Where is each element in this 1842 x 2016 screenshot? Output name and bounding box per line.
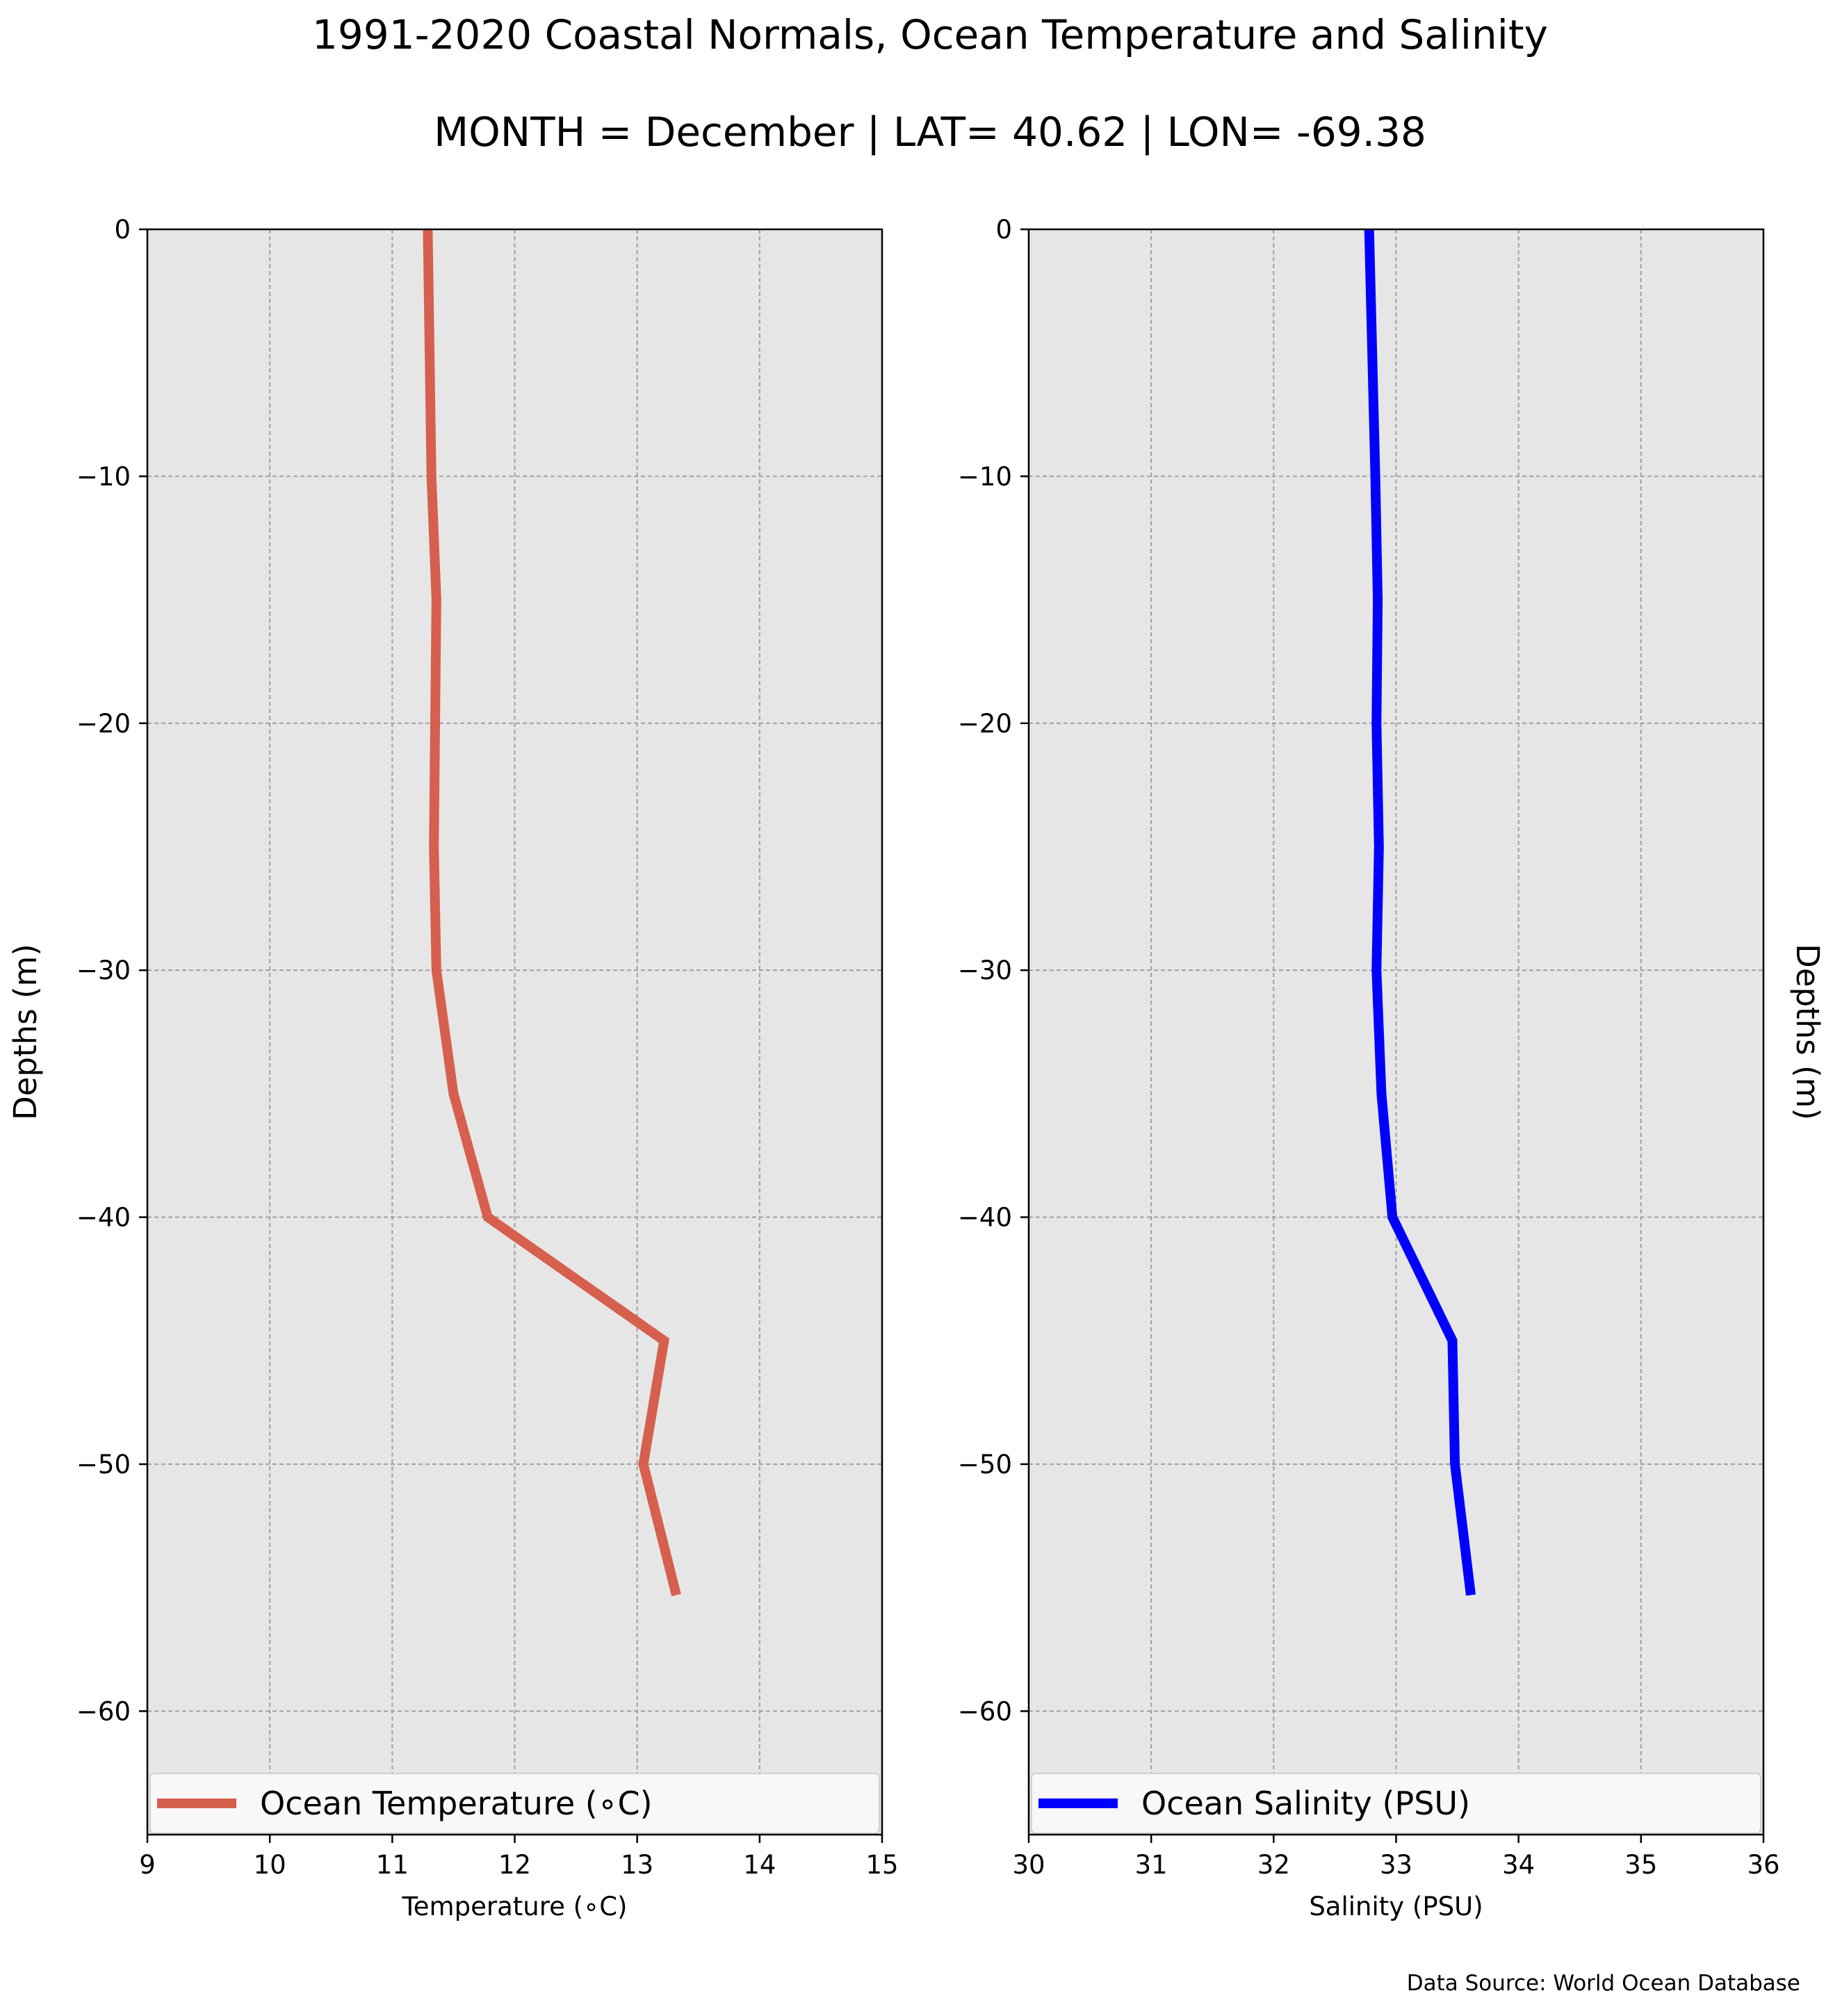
temperature-x-tick-label: 11	[376, 1850, 409, 1880]
salinity-y-tick-label: −30	[958, 956, 1012, 985]
temperature-panel: Ocean Temperature (∘C) 9 10 11 12 13 14 15 0 −10 −…	[7, 215, 899, 1921]
salinity-y-axis-label: Depths (m)	[1789, 944, 1826, 1120]
chart-title: 1991-2020 Coastal Normals, Ocean Tempera…	[312, 11, 1548, 58]
temperature-x-tick-label: 13	[621, 1850, 653, 1880]
temperature-y-tick-label: −40	[76, 1203, 131, 1233]
salinity-y-tick-label: −60	[958, 1696, 1012, 1726]
salinity-x-tick-label: 34	[1502, 1850, 1535, 1880]
temperature-x-tick-label: 14	[743, 1850, 776, 1880]
temperature-x-tick-label: 9	[139, 1850, 156, 1880]
salinity-x-tick-label: 36	[1747, 1850, 1779, 1880]
temperature-legend	[149, 1773, 880, 1834]
temperature-series-line	[423, 229, 681, 1597]
temperature-x-axis-label: Temperature (∘C)	[401, 1892, 627, 1921]
salinity-series-line	[1364, 229, 1476, 1596]
temperature-y-axis-label: Depths (m)	[7, 944, 44, 1120]
temperature-x-tick-label: 10	[254, 1850, 286, 1880]
salinity-x-tick-label: 31	[1135, 1850, 1168, 1880]
salinity-y-tick-label: −50	[958, 1450, 1012, 1480]
temperature-x-tick-label: 12	[498, 1850, 531, 1880]
temperature-y-tick-label: −10	[76, 461, 131, 491]
salinity-y-tick-label: −40	[958, 1203, 1012, 1233]
temperature-y-tick-label: 0	[114, 215, 131, 245]
salinity-legend	[1031, 1773, 1761, 1834]
salinity-y-tick-label: −10	[958, 461, 1012, 491]
salinity-legend-label: Ocean Salinity (PSU)	[1141, 1785, 1470, 1822]
temperature-legend-label: Ocean Temperature (∘C)	[260, 1785, 653, 1822]
salinity-x-tick-label: 35	[1624, 1850, 1657, 1880]
salinity-y-tick-label: 0	[995, 215, 1012, 245]
salinity-panel: Ocean Salinity (PSU) 30 31 32 33 34 35 36 0 −10 −2…	[958, 215, 1826, 1921]
chart-subtitle: MONTH = December | LAT= 40.62 | LON= -69…	[434, 108, 1426, 156]
temperature-y-tick-label: −50	[76, 1450, 131, 1480]
temperature-x-tick-label: 15	[865, 1850, 898, 1880]
salinity-x-tick-label: 30	[1012, 1850, 1045, 1880]
temperature-y-tick-label: −60	[76, 1696, 131, 1726]
temperature-y-tick-label: −20	[76, 709, 131, 739]
salinity-x-tick-label: 33	[1380, 1850, 1412, 1880]
data-source-note: Data Source: World Ocean Database	[1407, 1971, 1800, 1996]
salinity-x-axis-label: Salinity (PSU)	[1309, 1892, 1483, 1921]
salinity-y-tick-label: −20	[958, 709, 1012, 739]
temperature-y-tick-label: −30	[76, 956, 131, 985]
salinity-x-tick-label: 32	[1257, 1850, 1290, 1880]
